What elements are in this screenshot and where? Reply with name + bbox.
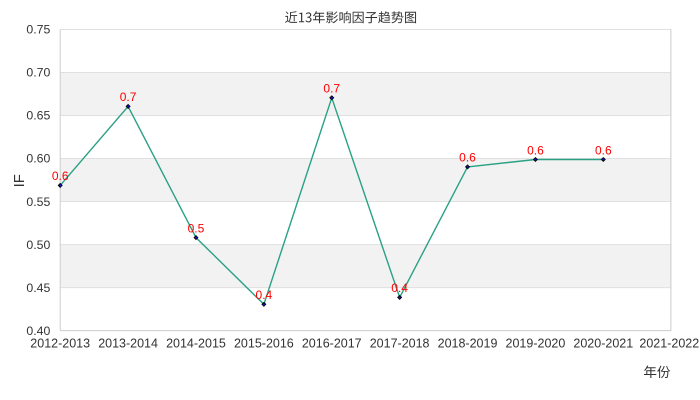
svg-text:0.70: 0.70: [26, 66, 50, 80]
svg-text:2015-2016: 2015-2016: [234, 337, 294, 351]
svg-text:0.6: 0.6: [459, 151, 476, 165]
svg-text:0.55: 0.55: [26, 195, 50, 209]
svg-text:0.50: 0.50: [26, 238, 50, 252]
svg-text:2021-2022: 2021-2022: [639, 337, 699, 351]
svg-text:0.75: 0.75: [26, 23, 50, 37]
svg-text:0.6: 0.6: [527, 143, 544, 157]
svg-text:2020-2021: 2020-2021: [573, 337, 633, 351]
svg-text:0.4: 0.4: [256, 288, 273, 302]
svg-text:0.7: 0.7: [323, 82, 340, 96]
svg-text:2018-2019: 2018-2019: [438, 337, 498, 351]
svg-text:0.5: 0.5: [188, 221, 205, 235]
svg-text:2014-2015: 2014-2015: [166, 337, 226, 351]
svg-text:IF: IF: [11, 174, 28, 187]
svg-text:0.40: 0.40: [26, 324, 50, 338]
svg-text:2012-2013: 2012-2013: [30, 337, 90, 351]
svg-text:2017-2018: 2017-2018: [370, 337, 430, 351]
svg-text:0.45: 0.45: [26, 281, 50, 295]
svg-text:0.65: 0.65: [26, 109, 50, 123]
svg-text:0.60: 0.60: [26, 152, 50, 166]
svg-text:0.4: 0.4: [391, 281, 408, 295]
svg-text:0.6: 0.6: [52, 169, 69, 183]
svg-text:0.7: 0.7: [120, 90, 137, 104]
svg-text:2019-2020: 2019-2020: [506, 337, 566, 351]
svg-text:2013-2014: 2013-2014: [98, 337, 158, 351]
svg-text:0.6: 0.6: [595, 143, 612, 157]
svg-text:2016-2017: 2016-2017: [302, 337, 362, 351]
